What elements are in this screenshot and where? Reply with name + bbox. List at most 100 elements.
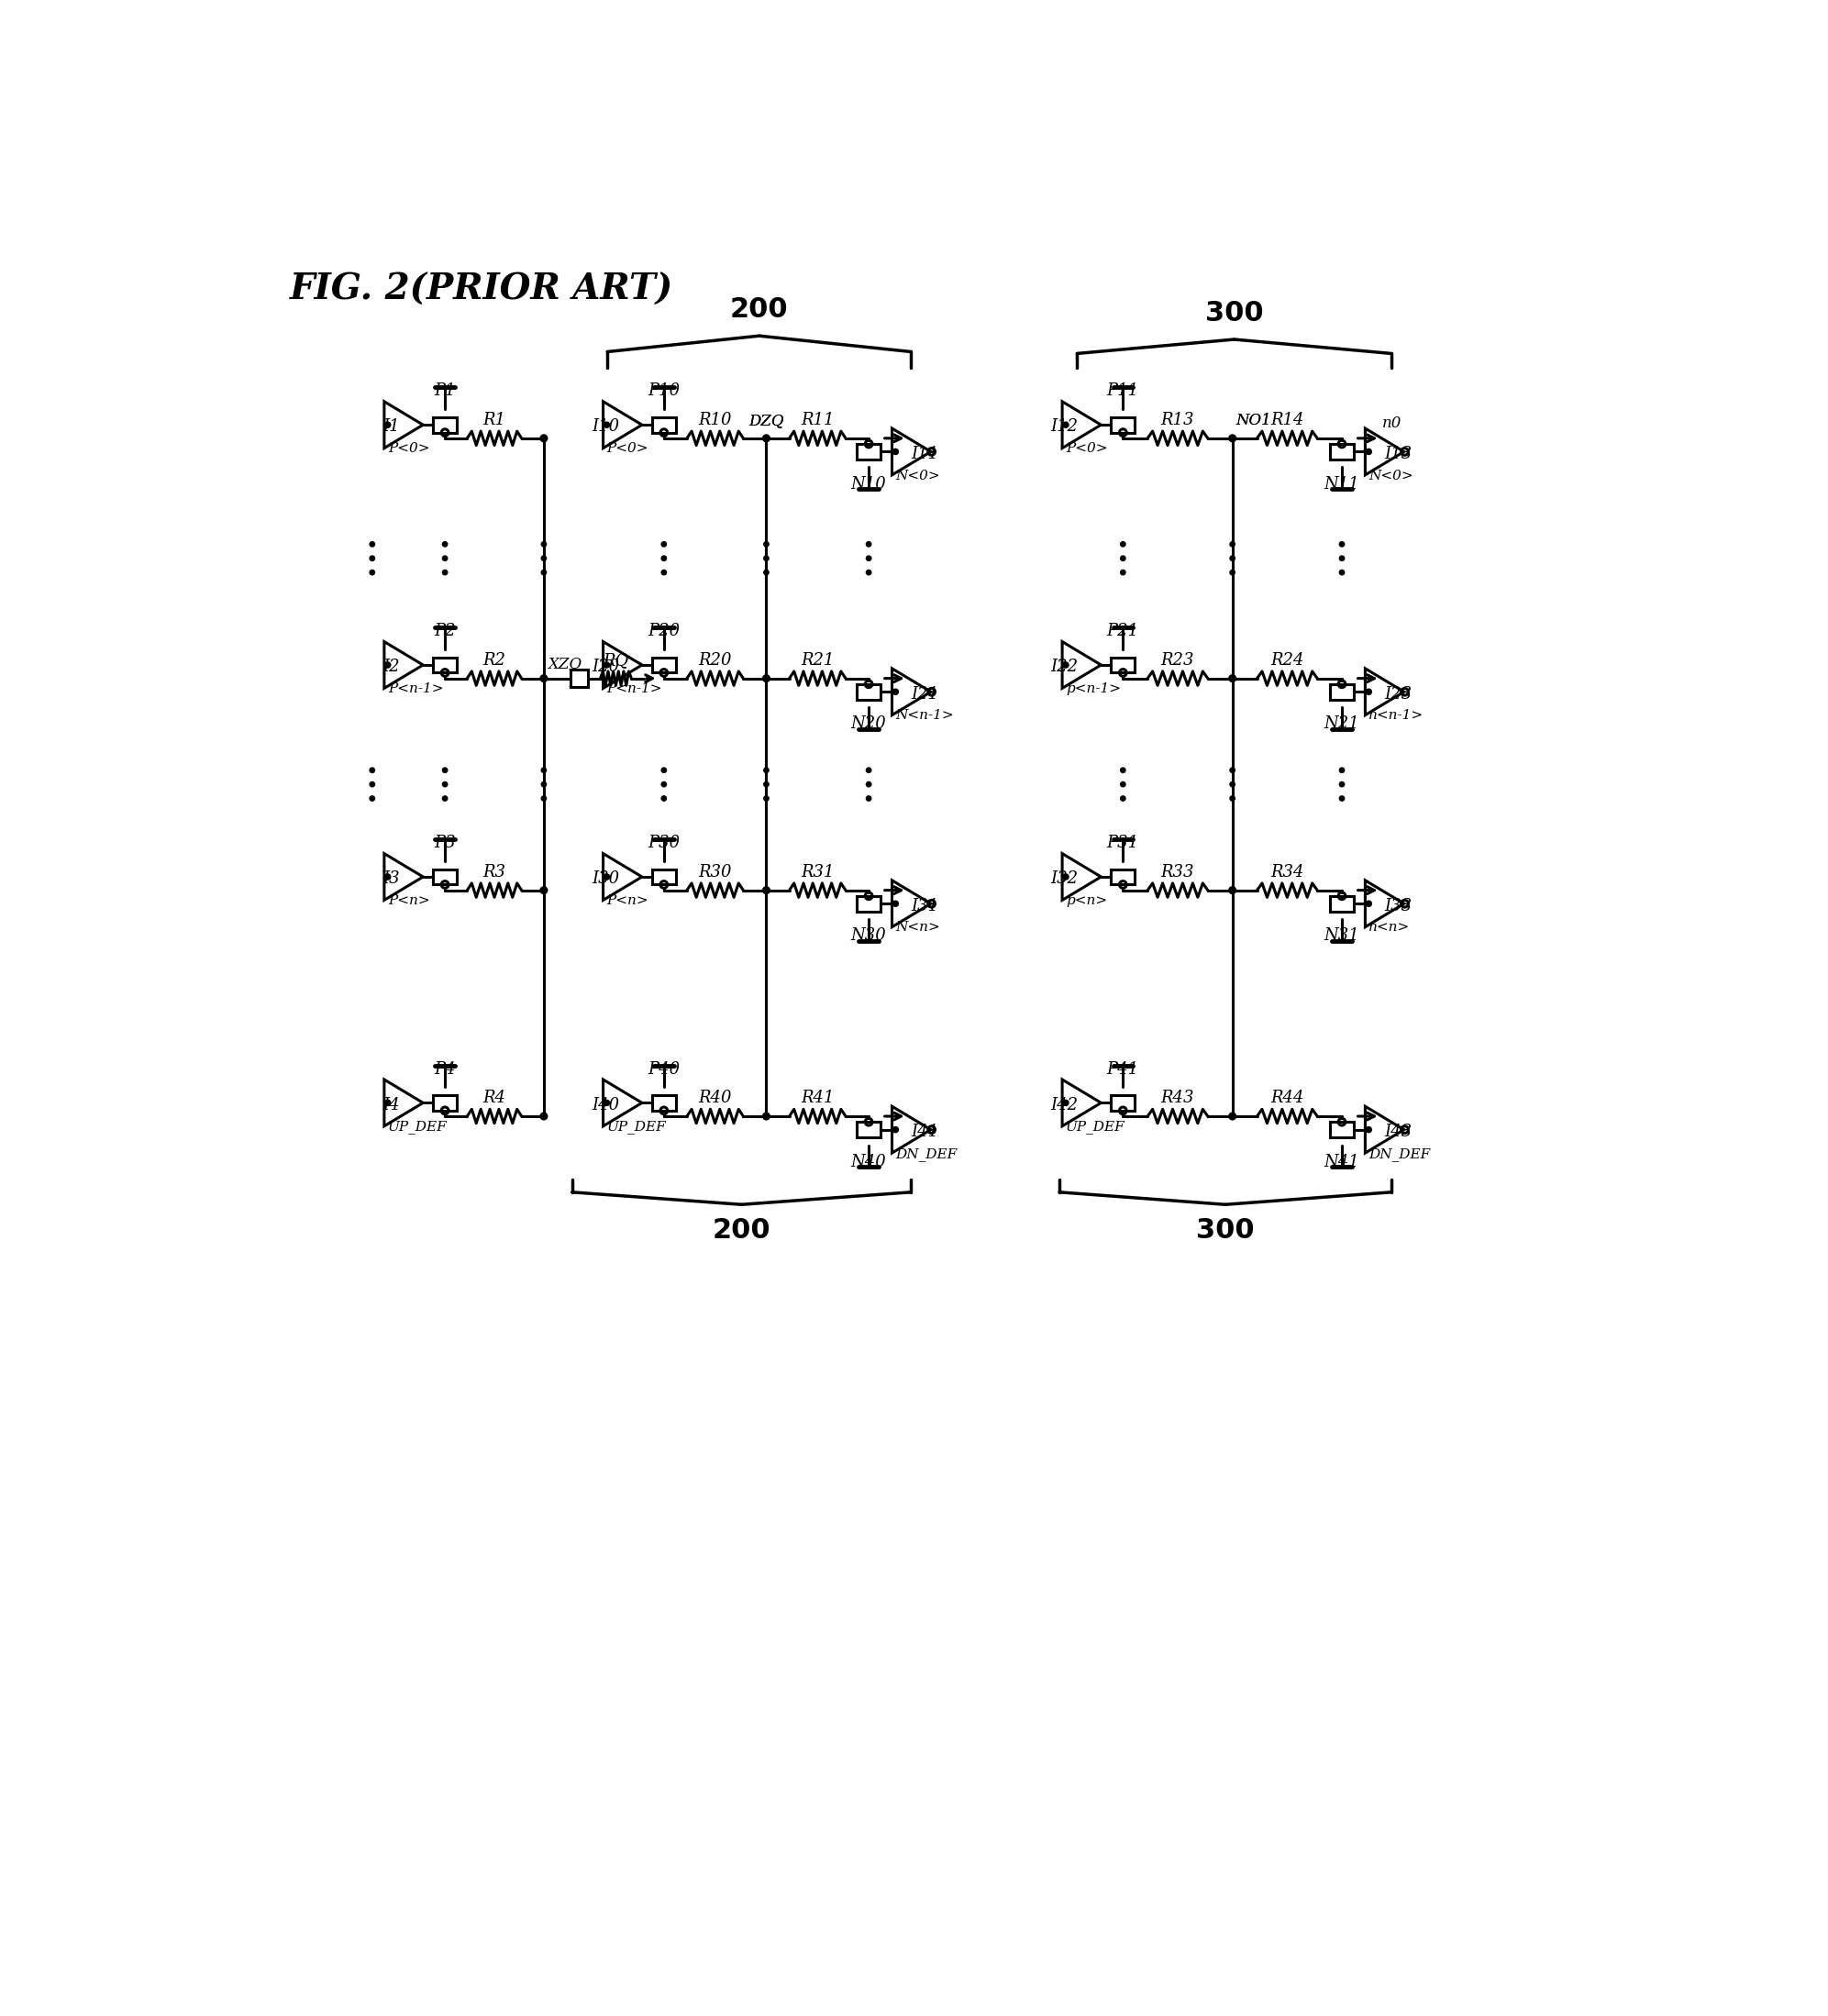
Text: P10: P10: [647, 383, 680, 399]
Text: I41: I41: [912, 1123, 940, 1139]
Text: N41: N41: [1323, 1153, 1360, 1169]
Text: N40: N40: [850, 1153, 887, 1169]
Circle shape: [541, 887, 547, 893]
Text: I11: I11: [912, 446, 940, 462]
Text: DZQ: DZQ: [749, 413, 784, 427]
Text: R33: R33: [1161, 863, 1194, 881]
Text: P2: P2: [433, 623, 455, 639]
Circle shape: [1121, 782, 1126, 786]
Text: p<n>: p<n>: [1066, 895, 1108, 907]
Bar: [857, 1121, 881, 1137]
Text: P<0>: P<0>: [388, 442, 430, 456]
Bar: [857, 444, 881, 460]
Text: n<n-1>: n<n-1>: [1369, 710, 1424, 722]
Bar: [570, 669, 587, 687]
Text: P30: P30: [647, 835, 680, 851]
Circle shape: [1230, 782, 1236, 786]
Circle shape: [764, 542, 770, 546]
Text: I1: I1: [384, 419, 400, 435]
Text: N30: N30: [850, 927, 887, 943]
Text: P11: P11: [1106, 383, 1139, 399]
Text: N11: N11: [1323, 476, 1360, 492]
Circle shape: [541, 1113, 547, 1119]
Text: P4: P4: [433, 1060, 455, 1077]
Circle shape: [866, 782, 872, 786]
Circle shape: [541, 768, 547, 772]
Circle shape: [541, 435, 547, 442]
Circle shape: [369, 542, 375, 546]
Text: R41: R41: [801, 1091, 834, 1107]
Bar: [1111, 657, 1135, 673]
Bar: [433, 417, 457, 433]
Text: P41: P41: [1106, 1060, 1139, 1077]
Circle shape: [1062, 661, 1069, 667]
Text: N<0>: N<0>: [896, 470, 940, 482]
Text: R21: R21: [801, 651, 834, 669]
Text: I13: I13: [1384, 446, 1413, 462]
Text: N10: N10: [850, 476, 887, 492]
Text: UP_DEF: UP_DEF: [1066, 1121, 1124, 1133]
Bar: [1331, 895, 1355, 911]
Circle shape: [764, 796, 770, 800]
Text: R31: R31: [801, 863, 834, 881]
Circle shape: [541, 542, 547, 546]
Text: I30: I30: [592, 871, 620, 887]
Bar: [653, 417, 676, 433]
Text: UP_DEF: UP_DEF: [607, 1121, 665, 1133]
Circle shape: [762, 675, 770, 681]
Bar: [433, 869, 457, 885]
Bar: [1331, 444, 1355, 460]
Bar: [1331, 1121, 1355, 1137]
Text: R14: R14: [1270, 411, 1303, 427]
Circle shape: [442, 768, 448, 772]
Circle shape: [603, 661, 609, 667]
Circle shape: [369, 571, 375, 575]
Text: P21: P21: [1106, 623, 1139, 639]
Text: I2: I2: [384, 659, 400, 675]
Text: I42: I42: [1051, 1097, 1079, 1113]
Bar: [433, 1095, 457, 1111]
Circle shape: [1366, 1127, 1371, 1133]
Circle shape: [762, 435, 770, 442]
Text: N<0>: N<0>: [1369, 470, 1413, 482]
Circle shape: [1062, 875, 1069, 879]
Circle shape: [442, 796, 448, 800]
Text: P<n>: P<n>: [607, 895, 649, 907]
Text: R40: R40: [698, 1091, 731, 1107]
Circle shape: [1340, 571, 1344, 575]
Circle shape: [764, 768, 770, 772]
Circle shape: [369, 796, 375, 800]
Circle shape: [369, 782, 375, 786]
Circle shape: [764, 556, 770, 560]
Text: P<n>: P<n>: [388, 895, 430, 907]
Text: R1: R1: [483, 411, 506, 427]
Bar: [1111, 869, 1135, 885]
Circle shape: [541, 675, 547, 681]
Text: N21: N21: [1323, 716, 1360, 732]
Text: n0: n0: [1382, 415, 1402, 431]
Text: P<0>: P<0>: [1066, 442, 1108, 456]
Text: I43: I43: [1384, 1123, 1413, 1139]
Circle shape: [1230, 571, 1236, 575]
Circle shape: [1230, 796, 1236, 800]
Text: R2: R2: [483, 651, 506, 669]
Text: DN_DEF: DN_DEF: [896, 1147, 958, 1161]
Text: I22: I22: [1051, 659, 1079, 675]
Circle shape: [1228, 675, 1236, 681]
Text: P<n-1>: P<n-1>: [607, 683, 662, 696]
Text: R10: R10: [698, 411, 731, 427]
Circle shape: [1121, 542, 1126, 546]
Circle shape: [892, 1127, 898, 1133]
Circle shape: [764, 782, 770, 786]
Text: P<0>: P<0>: [607, 442, 649, 456]
Circle shape: [1228, 1113, 1236, 1119]
Circle shape: [1340, 796, 1344, 800]
Text: R3: R3: [483, 863, 506, 881]
Text: P<n-1>: P<n-1>: [388, 683, 442, 696]
Circle shape: [1340, 768, 1344, 772]
Bar: [857, 683, 881, 700]
Circle shape: [1228, 435, 1236, 442]
Bar: [653, 1095, 676, 1111]
Text: I40: I40: [592, 1097, 620, 1113]
Circle shape: [1121, 796, 1126, 800]
